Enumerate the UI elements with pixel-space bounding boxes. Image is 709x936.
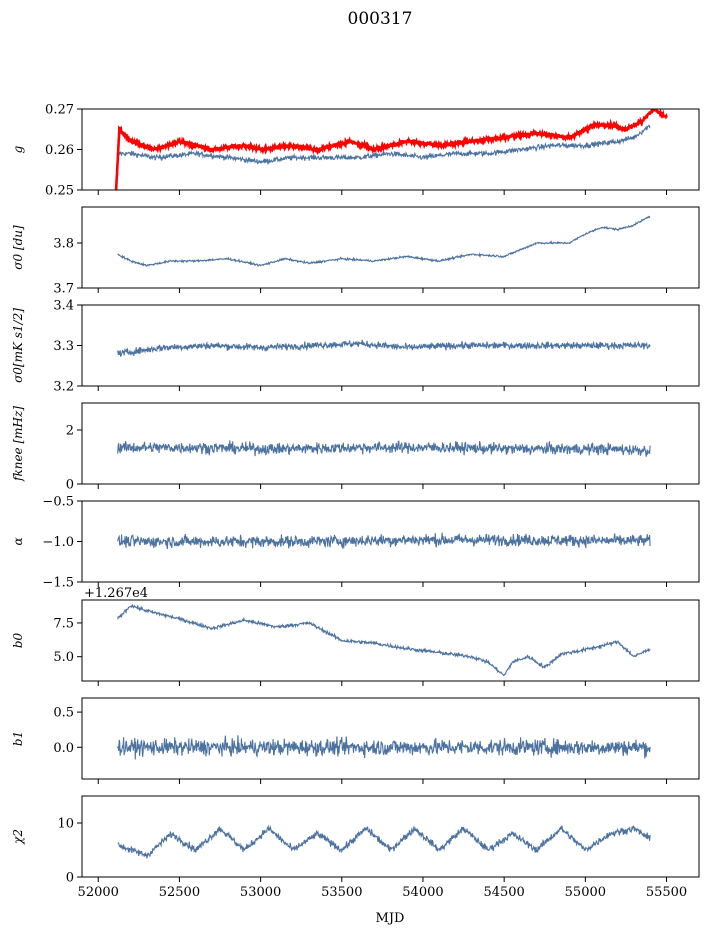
panel-5-ytick-label: −1.0 xyxy=(42,535,74,550)
panel-4-frame xyxy=(81,402,700,485)
panel-1-ylabel: g xyxy=(11,145,25,153)
panel-1-series-1-line xyxy=(117,124,651,166)
panel-8-series-1-line xyxy=(117,824,651,859)
panel-8-ylabel: χ2 xyxy=(11,829,25,845)
panel-2-frame xyxy=(81,206,700,289)
panel-4-ytick-label: 0 xyxy=(66,478,74,493)
panel-7-frame xyxy=(81,697,700,780)
panel-6-ytick-label: 7.5 xyxy=(53,616,74,631)
panel-5-ytick-label: −0.5 xyxy=(42,495,74,510)
panel-1-ytick-label: 0.27 xyxy=(45,103,74,118)
panel-4: 0 2 fknee [mHz] xyxy=(11,402,700,493)
panel-5-ylabel: α xyxy=(11,537,25,545)
panel-3-ytick-label: 3.4 xyxy=(53,299,74,314)
panel-1: 0.25 0.26 0.27 g xyxy=(11,103,700,199)
panel-1-ytick-label: 0.26 xyxy=(45,143,74,158)
panel-7-ylabel: b1 xyxy=(11,731,25,746)
panel-3-ytick-label: 3.3 xyxy=(53,339,74,354)
panel-3-series-1-line xyxy=(117,339,651,358)
panel-3-ylabel: σ0[mK s1/2] xyxy=(11,308,25,383)
panel-2: 3.7 3.8 σ0 [du] xyxy=(11,206,700,297)
panel-4-ylabel: fknee [mHz] xyxy=(11,406,25,482)
panel-1-frame xyxy=(81,108,700,191)
panel-7-ytick-label: 0.5 xyxy=(53,706,74,721)
panel-2-ylabel: σ0 [du] xyxy=(11,225,25,270)
panel-4-series-1-line xyxy=(117,440,651,457)
x-axis-label: MJD xyxy=(376,911,405,926)
panel-2-ytick-label: 3.8 xyxy=(53,237,74,252)
x-tick-label: 53000 xyxy=(240,885,281,900)
panel-1-ytick-label: 0.25 xyxy=(45,184,74,199)
panel-6-series-1-line xyxy=(117,603,651,676)
offset-label: +1.267e4 xyxy=(84,586,148,601)
panel-6: 5.0 7.5 b0 xyxy=(11,599,700,686)
panel-7: 0.0 0.5 b1 xyxy=(11,697,700,784)
x-tick-label: 52000 xyxy=(78,885,119,900)
panel-3: 3.2 3.3 3.4 σ0[mK s1/2] xyxy=(11,299,700,395)
panel-6-ylabel: b0 xyxy=(11,632,25,648)
panel-5-series-1-line xyxy=(117,532,651,550)
panel-2-ytick-label: 3.7 xyxy=(53,282,74,297)
panel-8-ytick-label: 10 xyxy=(57,817,74,832)
panel-2-series-1-line xyxy=(117,215,651,268)
panel-5-ytick-label: −1.5 xyxy=(42,576,74,591)
panel-8-frame xyxy=(81,795,700,878)
panel-6-frame xyxy=(81,599,700,682)
panel-1-series-2-line xyxy=(114,109,668,190)
x-tick-label: 55000 xyxy=(565,885,606,900)
panel-6-ytick-label: 5.0 xyxy=(53,650,74,665)
x-tick-label: 52500 xyxy=(159,885,200,900)
panel-4-ytick-label: 2 xyxy=(66,424,74,439)
figure-title: 000317 xyxy=(348,9,413,29)
panel-8: 52000 52500 53000 53500 54000 54500 55000 55500… xyxy=(11,795,700,900)
panel-7-ytick-label: 0.0 xyxy=(53,741,74,756)
x-tick-label: 55500 xyxy=(646,885,687,900)
panel-5: −1.5 −1.0 −0.5 α xyxy=(11,495,700,591)
x-tick-label: 54500 xyxy=(483,885,524,900)
panel-8-ytick-label: 0 xyxy=(66,871,74,886)
panel-7-series-1-line xyxy=(117,735,651,760)
panels: 0.25 0.26 0.27 g 3.7 3.8 σ0 [du] 3.2 3.3 3.4 σ0[mK… xyxy=(11,103,700,900)
x-tick-label: 54000 xyxy=(402,885,443,900)
x-tick-label: 53500 xyxy=(321,885,362,900)
panel-3-ytick-label: 3.2 xyxy=(53,380,74,395)
